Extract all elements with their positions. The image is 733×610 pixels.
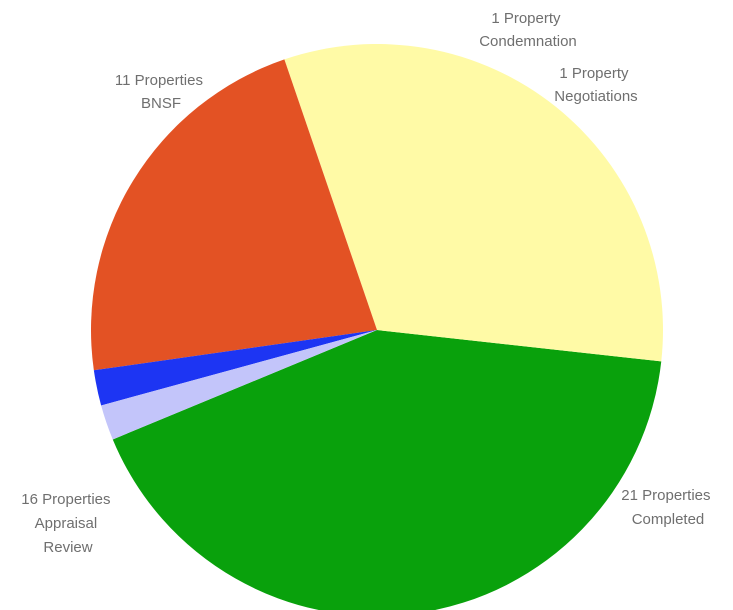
label-completed-category: Completed bbox=[632, 511, 705, 528]
label-negotiations-count: 1 Property bbox=[559, 65, 629, 82]
label-appraisal-review: 16 Properties Appraisal Review bbox=[21, 491, 114, 556]
slice-bnsf bbox=[90, 59, 377, 371]
label-condemnation: 1 Property Condemnation bbox=[479, 10, 577, 50]
label-negotiations-category: Negotiations bbox=[554, 88, 637, 105]
label-completed-count: 21 Properties bbox=[621, 487, 710, 504]
label-negotiations: 1 Property Negotiations bbox=[554, 65, 637, 105]
slice-appraisal-review bbox=[284, 44, 663, 362]
pie-labels: 21 Properties Completed 16 Properties Ap… bbox=[21, 10, 714, 556]
label-appraisal-review-category-line1: Appraisal bbox=[35, 515, 98, 532]
label-appraisal-review-count: 16 Properties bbox=[21, 491, 110, 508]
label-bnsf-count: 11 Properties bbox=[115, 72, 203, 89]
slice-completed bbox=[112, 330, 662, 610]
label-completed: 21 Properties Completed bbox=[621, 487, 714, 528]
label-bnsf: 11 Properties BNSF bbox=[115, 72, 207, 112]
label-condemnation-category: Condemnation bbox=[479, 33, 577, 50]
label-condemnation-count: 1 Property bbox=[491, 10, 561, 27]
label-bnsf-category: BNSF bbox=[141, 95, 181, 112]
slice-condemnation bbox=[93, 330, 377, 406]
pie-slices bbox=[90, 44, 663, 610]
label-appraisal-review-category-line2: Review bbox=[43, 539, 92, 556]
slice-negotiations bbox=[101, 330, 377, 440]
